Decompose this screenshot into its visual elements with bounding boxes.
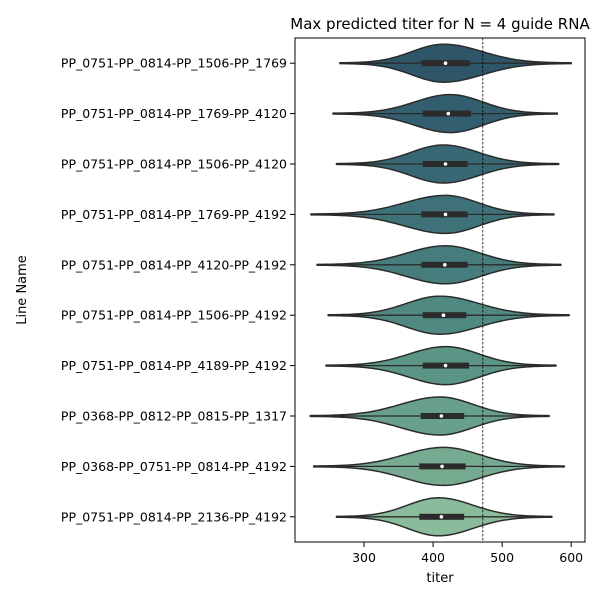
violin-median xyxy=(441,313,446,318)
y-tick-label: PP_0751-PP_0814-PP_2136-PP_4192 xyxy=(61,509,287,524)
violin-median xyxy=(443,162,448,166)
violin-median xyxy=(443,212,448,217)
violin-median xyxy=(443,263,447,267)
violin-group xyxy=(309,43,572,537)
chart-title: Max predicted titer for N = 4 guide RNA xyxy=(290,15,590,33)
y-tick-label: PP_0368-PP_0751-PP_0814-PP_4192 xyxy=(61,459,287,474)
y-tick-label: PP_0368-PP_0812-PP_0815-PP_1317 xyxy=(61,409,287,424)
y-tick-label: PP_0751-PP_0814-PP_4120-PP_4192 xyxy=(61,257,287,272)
violin-median xyxy=(439,414,444,418)
x-axis-ticks: 300 400 500 600 xyxy=(352,542,583,565)
violin-median xyxy=(446,111,451,116)
x-tick-label: 300 xyxy=(352,550,376,565)
x-axis-label: titer xyxy=(426,571,454,586)
x-tick-label: 600 xyxy=(559,550,583,565)
y-tick-label: PP_0751-PP_0814-PP_1506-PP_4192 xyxy=(61,308,287,323)
y-axis-ticks: PP_0751-PP_0814-PP_1506-PP_1769 PP_0751-P… xyxy=(61,56,295,524)
y-tick-label: PP_0751-PP_0814-PP_1769-PP_4120 xyxy=(61,106,287,121)
x-tick-label: 500 xyxy=(490,550,514,565)
violin-median xyxy=(439,515,444,519)
x-tick-label: 400 xyxy=(421,550,445,565)
y-tick-label: PP_0751-PP_0814-PP_4189-PP_4192 xyxy=(61,358,287,373)
y-tick-label: PP_0751-PP_0814-PP_1506-PP_4120 xyxy=(61,157,287,172)
y-axis-label: Line Name xyxy=(15,255,30,325)
violin-median xyxy=(443,61,448,65)
violin-median xyxy=(440,464,444,469)
y-tick-label: PP_0751-PP_0814-PP_1769-PP_4192 xyxy=(61,207,287,222)
violin-median xyxy=(443,363,448,368)
y-tick-label: PP_0751-PP_0814-PP_1506-PP_1769 xyxy=(61,56,287,71)
plot-frame xyxy=(294,37,586,543)
